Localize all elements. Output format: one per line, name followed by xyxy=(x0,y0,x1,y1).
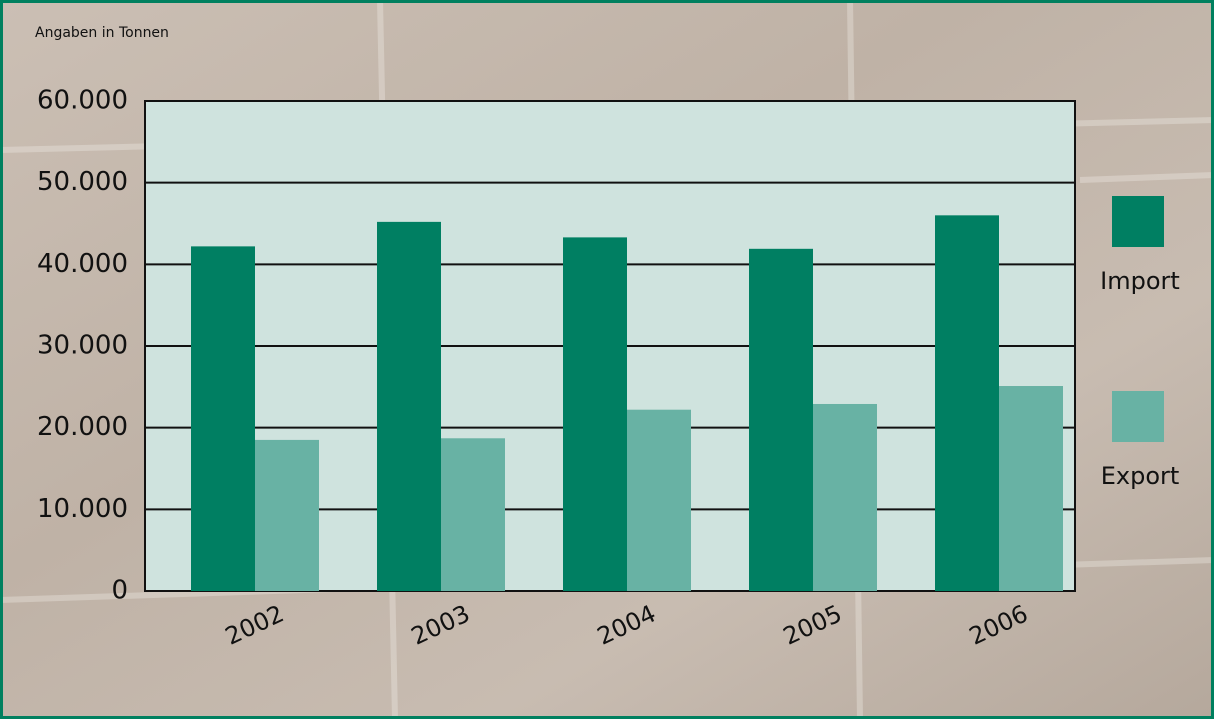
y-tick-label: 10.000 xyxy=(37,494,128,524)
bar xyxy=(377,221,441,591)
bar xyxy=(441,438,505,591)
y-tick-label: 30.000 xyxy=(37,331,128,361)
bar xyxy=(563,237,627,591)
bar xyxy=(191,246,255,591)
y-tick-label: 20.000 xyxy=(37,412,128,442)
y-tick-label: 50.000 xyxy=(37,167,128,197)
bar xyxy=(627,409,691,591)
y-tick-label: 0 xyxy=(111,576,128,606)
legend-swatch xyxy=(1112,391,1164,442)
legend-label: Import xyxy=(1100,267,1180,295)
y-tick-label: 60.000 xyxy=(37,86,128,116)
y-tick-label: 40.000 xyxy=(37,249,128,279)
bar xyxy=(999,386,1063,591)
axis-note: Angaben in Tonnen xyxy=(35,25,169,41)
legend-swatch xyxy=(1112,196,1164,247)
bar xyxy=(749,248,813,592)
bar xyxy=(255,439,319,591)
bar xyxy=(813,403,877,591)
bar xyxy=(935,215,999,592)
legend-label: Export xyxy=(1101,462,1180,490)
